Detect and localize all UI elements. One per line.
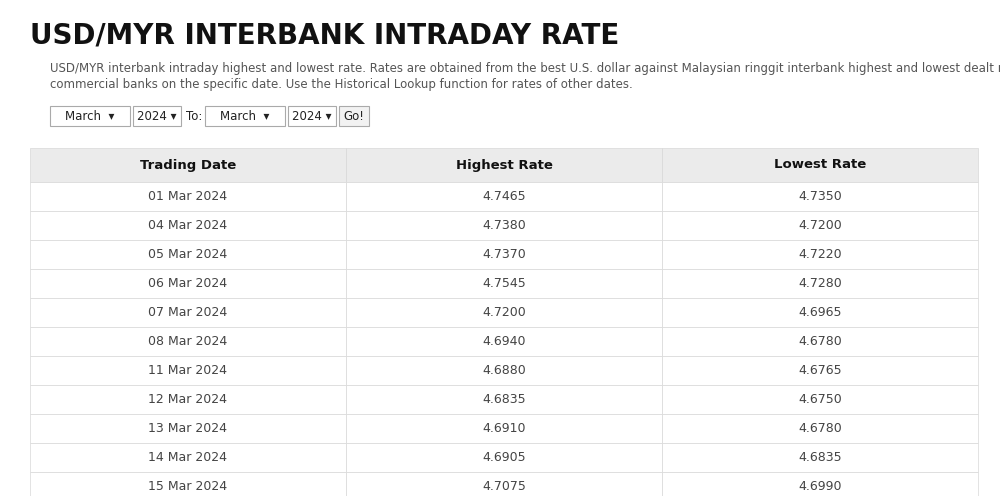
Text: 4.6910: 4.6910	[482, 422, 526, 435]
Text: USD/MYR interbank intraday highest and lowest rate. Rates are obtained from the : USD/MYR interbank intraday highest and l…	[50, 62, 1000, 75]
Bar	[662, 356, 978, 385]
Text: 4.7075: 4.7075	[482, 480, 526, 493]
FancyBboxPatch shape	[288, 106, 336, 126]
Text: Highest Rate: Highest Rate	[456, 159, 552, 172]
Text: 01 Mar 2024: 01 Mar 2024	[148, 190, 228, 203]
Text: 04 Mar 2024: 04 Mar 2024	[148, 219, 228, 232]
Text: 07 Mar 2024: 07 Mar 2024	[148, 306, 228, 319]
Bar	[30, 472, 346, 496]
Text: 4.7350: 4.7350	[798, 190, 842, 203]
Text: 14 Mar 2024: 14 Mar 2024	[148, 451, 228, 464]
Text: 4.6765: 4.6765	[798, 364, 842, 377]
Bar	[30, 443, 346, 472]
Bar	[662, 443, 978, 472]
FancyBboxPatch shape	[339, 106, 369, 126]
Text: 4.6880: 4.6880	[482, 364, 526, 377]
Text: USD/MYR INTERBANK INTRADAY RATE: USD/MYR INTERBANK INTRADAY RATE	[30, 22, 619, 50]
Bar	[30, 211, 346, 240]
Text: 4.7200: 4.7200	[482, 306, 526, 319]
Text: March  ▾: March ▾	[65, 110, 115, 123]
Bar	[30, 148, 346, 182]
Text: 4.6750: 4.6750	[798, 393, 842, 406]
Bar	[662, 298, 978, 327]
Text: 2024 ▾: 2024 ▾	[137, 110, 177, 123]
Text: commercial banks on the specific date. Use the Historical Lookup function for ra: commercial banks on the specific date. U…	[50, 78, 633, 91]
Bar	[346, 240, 662, 269]
Bar	[30, 298, 346, 327]
Bar	[30, 327, 346, 356]
Text: 4.7370: 4.7370	[482, 248, 526, 261]
Bar	[662, 269, 978, 298]
Text: To:: To:	[186, 110, 202, 123]
Bar	[346, 269, 662, 298]
Text: March  ▾: March ▾	[220, 110, 270, 123]
Bar	[662, 472, 978, 496]
Bar	[662, 211, 978, 240]
Text: 4.6990: 4.6990	[798, 480, 842, 493]
Text: 4.6835: 4.6835	[798, 451, 842, 464]
Bar	[662, 327, 978, 356]
Bar	[662, 385, 978, 414]
Text: 4.6940: 4.6940	[482, 335, 526, 348]
Bar	[30, 385, 346, 414]
Bar	[662, 414, 978, 443]
Text: 4.6780: 4.6780	[798, 335, 842, 348]
Bar	[662, 240, 978, 269]
Bar	[346, 148, 662, 182]
Bar	[662, 182, 978, 211]
Text: 12 Mar 2024: 12 Mar 2024	[148, 393, 228, 406]
Text: 15 Mar 2024: 15 Mar 2024	[148, 480, 228, 493]
Bar	[346, 356, 662, 385]
Bar	[346, 414, 662, 443]
Bar	[662, 148, 978, 182]
Bar	[346, 443, 662, 472]
Bar	[30, 356, 346, 385]
Text: 13 Mar 2024: 13 Mar 2024	[148, 422, 228, 435]
Bar	[30, 269, 346, 298]
FancyBboxPatch shape	[205, 106, 285, 126]
FancyBboxPatch shape	[50, 106, 130, 126]
Bar	[346, 211, 662, 240]
Bar	[346, 385, 662, 414]
Text: Lowest Rate: Lowest Rate	[774, 159, 866, 172]
Bar	[30, 240, 346, 269]
Bar	[30, 182, 346, 211]
Text: 08 Mar 2024: 08 Mar 2024	[148, 335, 228, 348]
Bar	[346, 327, 662, 356]
Bar	[346, 182, 662, 211]
Text: 4.6780: 4.6780	[798, 422, 842, 435]
Text: 11 Mar 2024: 11 Mar 2024	[148, 364, 228, 377]
Text: Trading Date: Trading Date	[140, 159, 236, 172]
Text: 4.7200: 4.7200	[798, 219, 842, 232]
Text: 4.7280: 4.7280	[798, 277, 842, 290]
Bar	[346, 298, 662, 327]
Text: 05 Mar 2024: 05 Mar 2024	[148, 248, 228, 261]
Text: Go!: Go!	[344, 110, 364, 123]
Text: 4.7545: 4.7545	[482, 277, 526, 290]
FancyBboxPatch shape	[133, 106, 181, 126]
Text: 06 Mar 2024: 06 Mar 2024	[148, 277, 228, 290]
Text: 4.7465: 4.7465	[482, 190, 526, 203]
Text: 4.7380: 4.7380	[482, 219, 526, 232]
Bar	[30, 414, 346, 443]
Text: 4.6905: 4.6905	[482, 451, 526, 464]
Bar	[346, 472, 662, 496]
Text: 2024 ▾: 2024 ▾	[292, 110, 332, 123]
Text: 4.7220: 4.7220	[798, 248, 842, 261]
Text: 4.6965: 4.6965	[798, 306, 842, 319]
Text: 4.6835: 4.6835	[482, 393, 526, 406]
